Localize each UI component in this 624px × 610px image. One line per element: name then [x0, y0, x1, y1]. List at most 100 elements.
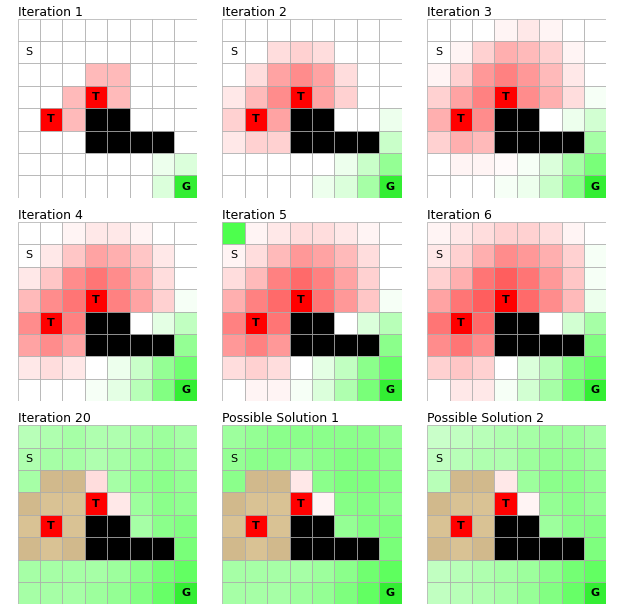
- Bar: [379, 108, 402, 131]
- Bar: [245, 470, 267, 492]
- Bar: [539, 244, 562, 267]
- Bar: [62, 267, 85, 289]
- Bar: [62, 537, 85, 559]
- Bar: [17, 176, 40, 198]
- Bar: [334, 425, 357, 448]
- Bar: [427, 244, 449, 267]
- Bar: [427, 176, 449, 198]
- Bar: [334, 379, 357, 401]
- Bar: [379, 537, 402, 559]
- Bar: [107, 356, 130, 379]
- Bar: [562, 492, 584, 515]
- Bar: [379, 289, 402, 312]
- Bar: [107, 41, 130, 63]
- Bar: [152, 425, 175, 448]
- Bar: [517, 18, 539, 41]
- Bar: [584, 244, 607, 267]
- Bar: [17, 425, 40, 448]
- Bar: [245, 153, 267, 176]
- Bar: [562, 379, 584, 401]
- Bar: [312, 267, 334, 289]
- Bar: [267, 582, 290, 605]
- Bar: [494, 289, 517, 312]
- Bar: [584, 63, 607, 86]
- Bar: [517, 425, 539, 448]
- Bar: [175, 41, 197, 63]
- Bar: [494, 425, 517, 448]
- Text: S: S: [25, 454, 32, 464]
- Bar: [334, 492, 357, 515]
- Bar: [517, 244, 539, 267]
- Bar: [472, 470, 494, 492]
- Bar: [312, 559, 334, 582]
- Bar: [85, 131, 107, 153]
- Bar: [85, 63, 107, 86]
- Bar: [472, 222, 494, 244]
- Bar: [539, 176, 562, 198]
- Bar: [62, 18, 85, 41]
- Bar: [357, 41, 379, 63]
- Bar: [175, 86, 197, 108]
- Bar: [539, 153, 562, 176]
- Bar: [175, 289, 197, 312]
- Bar: [494, 41, 517, 63]
- Bar: [539, 559, 562, 582]
- Bar: [62, 222, 85, 244]
- Bar: [222, 289, 245, 312]
- Bar: [539, 537, 562, 559]
- Bar: [40, 356, 62, 379]
- Bar: [562, 63, 584, 86]
- Bar: [472, 267, 494, 289]
- Bar: [62, 356, 85, 379]
- Bar: [472, 18, 494, 41]
- Bar: [222, 470, 245, 492]
- Bar: [107, 312, 130, 334]
- Bar: [357, 18, 379, 41]
- Bar: [245, 515, 267, 537]
- Text: T: T: [252, 318, 260, 328]
- Bar: [62, 86, 85, 108]
- Bar: [245, 86, 267, 108]
- Bar: [175, 492, 197, 515]
- Bar: [222, 515, 245, 537]
- Text: S: S: [435, 47, 442, 57]
- Bar: [222, 108, 245, 131]
- Bar: [584, 312, 607, 334]
- Bar: [245, 492, 267, 515]
- Bar: [40, 267, 62, 289]
- Text: T: T: [47, 114, 55, 124]
- Text: T: T: [47, 318, 55, 328]
- Bar: [222, 425, 245, 448]
- Bar: [267, 425, 290, 448]
- Bar: [267, 470, 290, 492]
- Bar: [107, 537, 130, 559]
- Bar: [130, 176, 152, 198]
- Bar: [62, 312, 85, 334]
- Bar: [312, 379, 334, 401]
- Bar: [85, 448, 107, 470]
- Bar: [312, 222, 334, 244]
- Bar: [334, 63, 357, 86]
- Bar: [290, 356, 312, 379]
- Bar: [427, 379, 449, 401]
- Bar: [40, 41, 62, 63]
- Bar: [539, 356, 562, 379]
- Bar: [267, 537, 290, 559]
- Bar: [379, 356, 402, 379]
- Bar: [85, 492, 107, 515]
- Bar: [222, 18, 245, 41]
- Bar: [62, 515, 85, 537]
- Bar: [379, 244, 402, 267]
- Bar: [245, 176, 267, 198]
- Text: T: T: [502, 92, 509, 102]
- Bar: [85, 356, 107, 379]
- Bar: [449, 515, 472, 537]
- Bar: [17, 108, 40, 131]
- Bar: [290, 41, 312, 63]
- Bar: [357, 222, 379, 244]
- Bar: [334, 312, 357, 334]
- Bar: [245, 559, 267, 582]
- Bar: [357, 356, 379, 379]
- Bar: [379, 86, 402, 108]
- Bar: [40, 537, 62, 559]
